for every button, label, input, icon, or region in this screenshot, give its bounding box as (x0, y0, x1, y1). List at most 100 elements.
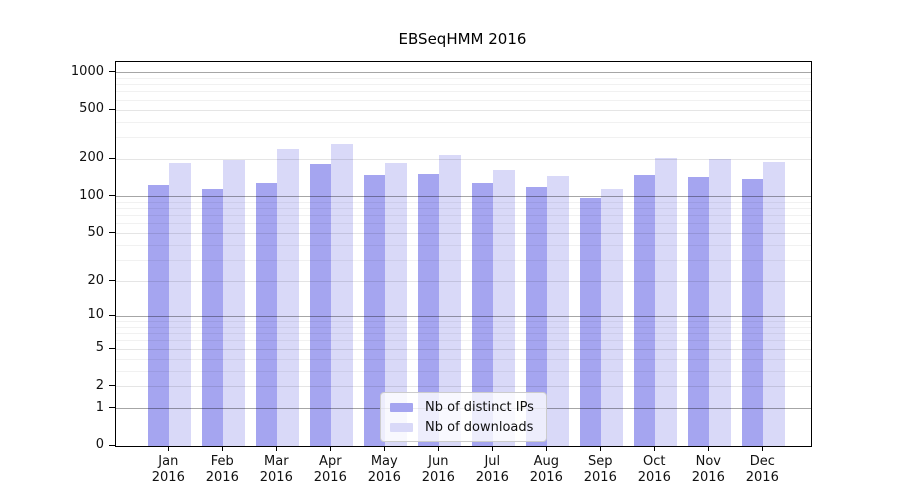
y-tick-label-2: 2 (95, 377, 104, 393)
y-tick-label-1: 1 (95, 399, 104, 415)
x-tick-mar (275, 446, 277, 451)
x-tick-year: 2016 (637, 470, 671, 485)
gridline-10 (116, 315, 811, 317)
x-tick-label-jul: Jul 2016 (462, 454, 522, 486)
x-tick-month: Nov (695, 454, 721, 469)
bar-distinct-ips-may (363, 174, 386, 446)
y-tick-label-20: 20 (87, 272, 104, 288)
gridline-80 (116, 208, 811, 210)
x-tick-label-sep: Sep 2016 (570, 454, 630, 486)
y-tick-label-10: 10 (87, 307, 104, 323)
bar-downloads-dec (763, 161, 785, 446)
gridline-50 (116, 233, 811, 235)
x-tick-label-oct: Oct 2016 (624, 454, 684, 486)
bar-distinct-ips-sep (579, 198, 602, 446)
x-tick-month: Sep (588, 454, 613, 469)
x-tick-year: 2016 (691, 470, 725, 485)
bar-downloads-oct (655, 158, 677, 446)
x-tick-year: 2016 (367, 470, 401, 485)
gridline-100 (116, 196, 811, 198)
gridline-200 (116, 158, 811, 160)
x-tick-may (383, 446, 385, 451)
x-tick-label-apr: Apr 2016 (300, 454, 360, 486)
x-tick-label-may: May 2016 (354, 454, 414, 486)
gridline-6 (116, 340, 811, 342)
legend-swatch-0 (390, 402, 413, 412)
x-tick-year: 2016 (745, 470, 779, 485)
x-tick-aug (545, 446, 547, 451)
gridline-40 (116, 244, 811, 246)
y-tick-label-0: 0 (95, 437, 104, 452)
bar-distinct-ips-oct (633, 175, 656, 446)
legend-label-0: Nb of distinct IPs (425, 399, 534, 415)
x-tick-year: 2016 (529, 470, 563, 485)
gridline-400 (116, 121, 811, 123)
y-tick-label-1000: 1000 (70, 63, 104, 79)
y-tick-0 (109, 444, 115, 446)
gridline-700 (116, 91, 811, 93)
gridline-600 (116, 99, 811, 101)
x-tick-month: May (370, 454, 398, 469)
bar-downloads-nov (709, 158, 731, 446)
bar-downloads-jun (439, 155, 461, 446)
x-tick-month: Jun (428, 454, 449, 469)
legend-item-0: Nb of distinct IPs (390, 397, 534, 417)
bar-distinct-ips-jun (417, 173, 440, 446)
y-tick-label-5: 5 (95, 340, 104, 356)
bar-downloads-sep (601, 188, 623, 446)
x-tick-year: 2016 (313, 470, 347, 485)
x-tick-year: 2016 (151, 470, 185, 485)
bar-downloads-feb (223, 159, 245, 446)
gridline-8 (116, 326, 811, 328)
x-tick-month: Dec (749, 454, 775, 469)
gridline-900 (116, 77, 811, 79)
bar-distinct-ips-jan (147, 184, 170, 446)
x-tick-month: Jan (158, 454, 179, 469)
y-tick-5 (109, 347, 115, 349)
gridline-3 (116, 370, 811, 372)
bar-distinct-ips-dec (741, 178, 764, 446)
gridline-1000 (116, 72, 811, 74)
y-tick-2 (109, 385, 115, 387)
x-tick-sep (599, 446, 601, 451)
y-tick-50 (109, 232, 115, 234)
x-tick-label-feb: Feb 2016 (192, 454, 252, 486)
legend-item-1: Nb of downloads (390, 417, 534, 437)
gridline-30 (116, 259, 811, 261)
x-tick-month: Oct (643, 454, 666, 469)
bar-distinct-ips-nov (687, 177, 710, 446)
x-tick-label-aug: Aug 2016 (516, 454, 576, 486)
bar-distinct-ips-feb (201, 189, 224, 446)
bar-downloads-may (385, 162, 407, 446)
x-tick-dec (761, 446, 763, 451)
y-tick-label-200: 200 (79, 150, 104, 166)
y-tick-20 (109, 280, 115, 281)
y-tick-1000 (109, 71, 115, 73)
x-tick-month: Jul (484, 454, 501, 469)
y-tick-10 (109, 314, 115, 316)
x-tick-label-dec: Dec 2016 (732, 454, 792, 486)
x-tick-label-mar: Mar 2016 (246, 454, 306, 486)
gridline-800 (116, 84, 811, 86)
y-tick-200 (109, 157, 115, 159)
x-tick-nov (707, 446, 709, 451)
x-tick-label-nov: Nov 2016 (678, 454, 738, 486)
bars-layer (116, 62, 811, 446)
gridline-4 (116, 358, 811, 360)
x-tick-month: Mar (264, 454, 289, 469)
x-tick-year: 2016 (583, 470, 617, 485)
x-tick-jan (167, 446, 169, 451)
y-tick-label-500: 500 (79, 101, 104, 117)
gridline-60 (116, 223, 811, 225)
bar-downloads-jan (169, 163, 191, 446)
y-tick-500 (109, 108, 115, 110)
y-tick-1 (109, 407, 115, 409)
x-tick-month: Feb (210, 454, 234, 469)
grid-layer (116, 62, 811, 446)
bar-downloads-apr (331, 143, 353, 446)
gridline-300 (116, 137, 811, 139)
y-tick-label-100: 100 (79, 187, 104, 203)
x-tick-label-jan: Jan 2016 (138, 454, 198, 486)
x-tick-jul (491, 446, 493, 451)
